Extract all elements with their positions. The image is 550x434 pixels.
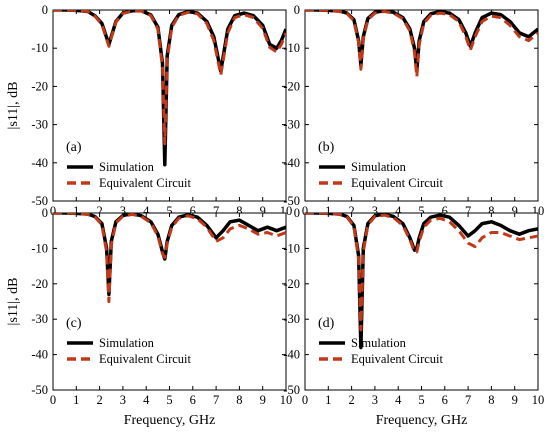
x-tick-label: 1 (73, 393, 79, 407)
y-tick-label: -50 (31, 194, 48, 208)
plot-area (304, 9, 539, 202)
y-tick-label: -30 (283, 118, 300, 132)
y-tick-label: -10 (283, 241, 300, 255)
y-tick-label: 0 (294, 206, 300, 220)
x-tick-label: 3 (120, 204, 126, 218)
x-tick-label: 0 (50, 204, 56, 218)
legend-entry: Simulation (99, 336, 155, 350)
plot-area (304, 212, 539, 391)
y-tick-label: -50 (283, 194, 300, 208)
panel-2: 0 1 2 3 4 5 6 7 8 9 10-50-40-30-20-100(b)Simulatio… (283, 3, 544, 218)
x-tick-label: 2 (96, 393, 102, 407)
y-tick-label: -30 (31, 118, 48, 132)
x-tick-label: 6 (442, 393, 448, 407)
y-tick-label: -20 (31, 277, 48, 291)
x-tick-label: 4 (395, 393, 402, 407)
x-tick-label: 7 (213, 204, 219, 218)
x-tick-label: 3 (372, 393, 378, 407)
panel-label: (b) (318, 140, 335, 155)
x-tick-label: 3 (372, 204, 378, 218)
x-tick-label: 7 (213, 393, 219, 407)
series-line-equivalent-circuit (305, 10, 538, 79)
x-tick-label: 10 (280, 393, 293, 407)
legend: Simulation Equivalent Circuit (67, 160, 192, 190)
x-tick-label: 0 (50, 393, 56, 407)
x-tick-label: 9 (260, 204, 266, 218)
y-tick-label: -40 (283, 348, 300, 362)
x-tick-label: 2 (348, 393, 354, 407)
x-tick-label: 5 (166, 204, 172, 218)
panel-1: 0 1 2 3 4 5 6 7 8 9 10-50-40-30-20-100(a)Simulatio… (6, 3, 292, 218)
legend-entry: Equivalent Circuit (351, 352, 444, 366)
panel-3: 0 1 2 3 4 5 6 7 8 9 10-50-40-30-20-100(c)Simulatio… (6, 206, 292, 428)
legend-entry: Simulation (99, 160, 155, 174)
x-tick-label: 8 (236, 393, 242, 407)
y-tick-label: -10 (283, 41, 300, 55)
y-tick-label: -10 (31, 241, 48, 255)
y-tick-label: -20 (283, 79, 300, 93)
y-tick-label: -20 (283, 277, 300, 291)
legend-entry: Simulation (351, 336, 407, 350)
plot-area (52, 212, 287, 391)
x-tick-label: 4 (395, 204, 402, 218)
y-tick-label: -50 (283, 383, 300, 397)
y-tick-label: -30 (283, 312, 300, 326)
x-tick-label: 9 (260, 393, 266, 407)
legend: Simulation Equivalent Circuit (319, 160, 444, 190)
x-tick-label: 5 (166, 393, 172, 407)
x-tick-label: 1 (73, 204, 79, 218)
x-axis-label: Frequency, GHz (124, 413, 216, 428)
legend-entry: Simulation (351, 160, 407, 174)
panel-label: (c) (66, 316, 82, 331)
y-axis-label: |s11|, dB (6, 278, 21, 326)
x-tick-label: 1 (325, 204, 331, 218)
x-tick-label: 7 (465, 393, 471, 407)
y-tick-label: -40 (31, 156, 48, 170)
x-tick-label: 2 (96, 204, 102, 218)
y-tick-label: -10 (31, 41, 48, 55)
x-tick-label: 9 (512, 204, 518, 218)
x-tick-label: 2 (348, 204, 354, 218)
panel-4: 0 1 2 3 4 5 6 7 8 9 10-50-40-30-20-100(d)Simulatio… (283, 206, 544, 428)
y-tick-label: 0 (42, 206, 48, 220)
x-tick-label: 0 (302, 204, 308, 218)
x-tick-label: 6 (190, 204, 196, 218)
series-line-equivalent-circuit (305, 213, 538, 332)
x-tick-label: 6 (190, 393, 196, 407)
x-tick-label: 4 (143, 393, 150, 407)
x-tick-label: 4 (143, 204, 150, 218)
x-tick-label: 8 (488, 393, 494, 407)
x-tick-label: 5 (418, 393, 424, 407)
x-tick-label: 0 (302, 393, 308, 407)
x-tick-label: 8 (488, 204, 494, 218)
legend-entry: Equivalent Circuit (351, 176, 444, 190)
series-line-equivalent-circuit (53, 213, 286, 303)
x-tick-label: 10 (532, 393, 545, 407)
x-tick-label: 7 (465, 204, 471, 218)
x-tick-label: 9 (512, 393, 518, 407)
y-tick-label: 0 (42, 3, 48, 17)
y-axis-label: |s11|, dB (6, 82, 21, 130)
x-tick-label: 8 (236, 204, 242, 218)
y-tick-label: 0 (294, 3, 300, 17)
panel-label: (a) (66, 140, 82, 155)
x-tick-label: 6 (442, 204, 448, 218)
x-axis-label: Frequency, GHz (376, 413, 468, 428)
legend: Simulation Equivalent Circuit (319, 336, 444, 366)
y-tick-label: -40 (283, 156, 300, 170)
legend-entry: Equivalent Circuit (99, 176, 192, 190)
y-tick-label: -50 (31, 383, 48, 397)
panel-label: (d) (318, 316, 335, 331)
y-tick-label: -40 (31, 348, 48, 362)
x-tick-label: 3 (120, 393, 126, 407)
legend-entry: Equivalent Circuit (99, 352, 192, 366)
x-tick-label: 5 (418, 204, 424, 218)
y-tick-label: -20 (31, 79, 48, 93)
x-tick-label: 1 (325, 393, 331, 407)
y-tick-label: -30 (31, 312, 48, 326)
series-line-equivalent-circuit (53, 10, 286, 146)
legend: Simulation Equivalent Circuit (67, 336, 192, 366)
